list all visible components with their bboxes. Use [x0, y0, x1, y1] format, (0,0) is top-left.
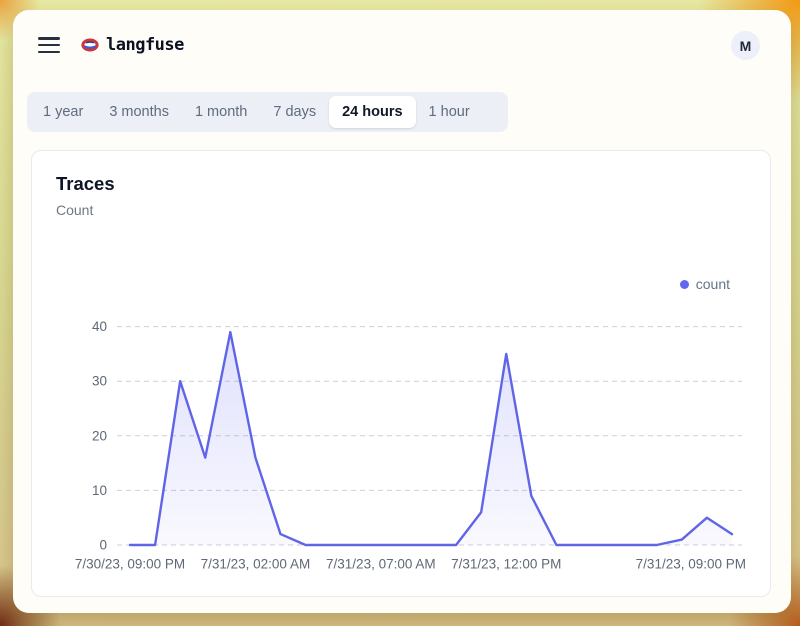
brand-name: langfuse — [106, 35, 184, 55]
legend-label: count — [695, 276, 730, 292]
area-chart-svg: 0 10 20 30 40 7/30/23, 09:00 PM 7/31/23, 02:00… — [75, 319, 746, 572]
tab-3-months[interactable]: 3 months — [96, 96, 182, 128]
svg-text:30: 30 — [92, 374, 107, 389]
area-chart: 0 10 20 30 40 7/30/23, 09:00 PM 7/31/23, 02:00… — [41, 309, 757, 577]
knot-logo-icon — [81, 37, 99, 53]
svg-text:40: 40 — [92, 319, 107, 334]
svg-text:10: 10 — [92, 483, 107, 498]
tab-7-days[interactable]: 7 days — [260, 96, 329, 128]
app-header: langfuse M — [13, 10, 791, 82]
time-range-tabbar: 1 year 3 months 1 month 7 days 24 hours … — [27, 92, 508, 132]
svg-text:7/30/23, 09:00 PM: 7/30/23, 09:00 PM — [75, 557, 185, 572]
legend-dot-icon — [679, 279, 689, 289]
tab-1-year[interactable]: 1 year — [30, 96, 96, 128]
card-subtitle: Count — [56, 202, 94, 218]
card-title: Traces — [56, 173, 115, 194]
svg-text:7/31/23, 09:00 PM: 7/31/23, 09:00 PM — [636, 557, 746, 572]
user-avatar[interactable]: M — [731, 31, 760, 60]
svg-text:20: 20 — [92, 428, 107, 443]
svg-text:0: 0 — [99, 538, 107, 553]
hamburger-menu-icon[interactable] — [38, 37, 60, 53]
brand: langfuse — [81, 35, 184, 55]
chart-legend: count — [679, 276, 730, 292]
svg-text:7/31/23, 02:00 AM: 7/31/23, 02:00 AM — [201, 557, 311, 572]
app-window: langfuse M 1 year 3 months 1 month 7 day… — [13, 10, 791, 613]
svg-text:7/31/23, 07:00 AM: 7/31/23, 07:00 AM — [326, 557, 436, 572]
tab-1-hour[interactable]: 1 hour — [416, 96, 483, 128]
svg-text:7/31/23, 12:00 PM: 7/31/23, 12:00 PM — [451, 557, 561, 572]
tab-24-hours[interactable]: 24 hours — [329, 96, 416, 128]
tab-1-month[interactable]: 1 month — [182, 96, 260, 128]
traces-chart-card: Traces Count count 0 10 20 30 40 7/30/23, 09:… — [31, 150, 771, 597]
